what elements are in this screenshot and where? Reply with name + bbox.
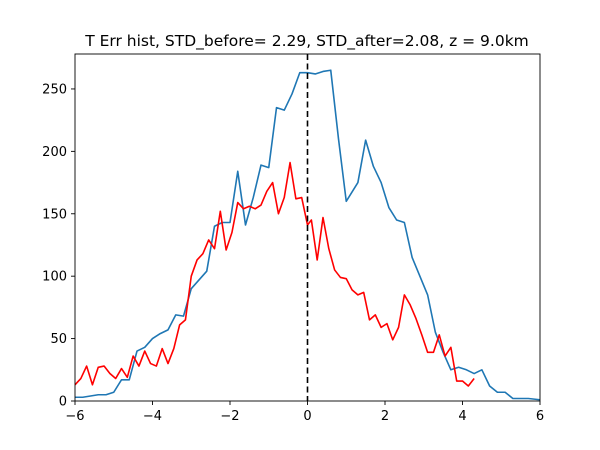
series-line-1 xyxy=(75,69,540,401)
x-tick-label: 0 xyxy=(303,409,311,424)
axes-layer: −6 −4 −2 0 2 4 6 0 50 100 150 200 250 xyxy=(42,53,544,424)
chart-title: T Err hist, STD_before= 2.29, STD_after=… xyxy=(84,32,529,51)
y-tick-label: 50 xyxy=(50,332,67,347)
x-tick-label: −6 xyxy=(65,409,84,424)
x-tick-label: 4 xyxy=(458,409,466,424)
y-tick-label: 0 xyxy=(59,395,67,410)
x-tick-label: −2 xyxy=(220,409,239,424)
y-tick-label: 250 xyxy=(42,82,67,97)
y-tick-label: 200 xyxy=(42,145,67,160)
x-tick-label: 6 xyxy=(536,409,544,424)
y-tick-label: 100 xyxy=(42,270,67,285)
series-layer xyxy=(75,54,540,401)
x-tick-label: 2 xyxy=(381,409,389,424)
series-line-2 xyxy=(75,161,475,387)
x-tick-label: −4 xyxy=(143,409,162,424)
y-tick-label: 150 xyxy=(42,207,67,222)
